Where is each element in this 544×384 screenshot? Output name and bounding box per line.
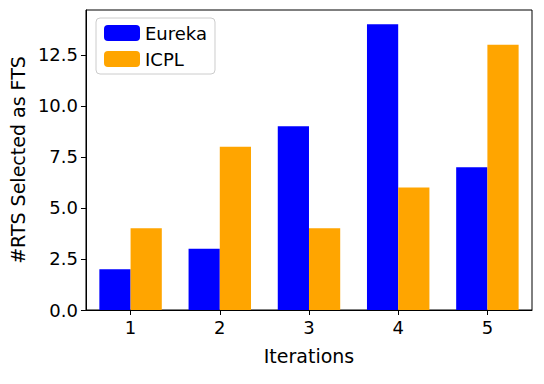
svg-text:#RTS Selected as FTS: #RTS Selected as FTS — [7, 56, 29, 264]
svg-text:1: 1 — [125, 317, 136, 338]
svg-text:5: 5 — [482, 317, 493, 338]
svg-text:Iterations: Iterations — [264, 345, 355, 367]
svg-text:ICPL: ICPL — [145, 49, 184, 70]
svg-text:7.5: 7.5 — [49, 146, 78, 167]
svg-text:5.0: 5.0 — [49, 197, 78, 218]
svg-text:2: 2 — [214, 317, 225, 338]
svg-text:Eureka: Eureka — [145, 23, 207, 44]
svg-text:2.5: 2.5 — [49, 248, 78, 269]
svg-text:10.0: 10.0 — [38, 95, 78, 116]
svg-text:12.5: 12.5 — [38, 44, 78, 65]
svg-text:4: 4 — [392, 317, 403, 338]
svg-text:3: 3 — [303, 317, 314, 338]
svg-text:0.0: 0.0 — [49, 300, 78, 321]
